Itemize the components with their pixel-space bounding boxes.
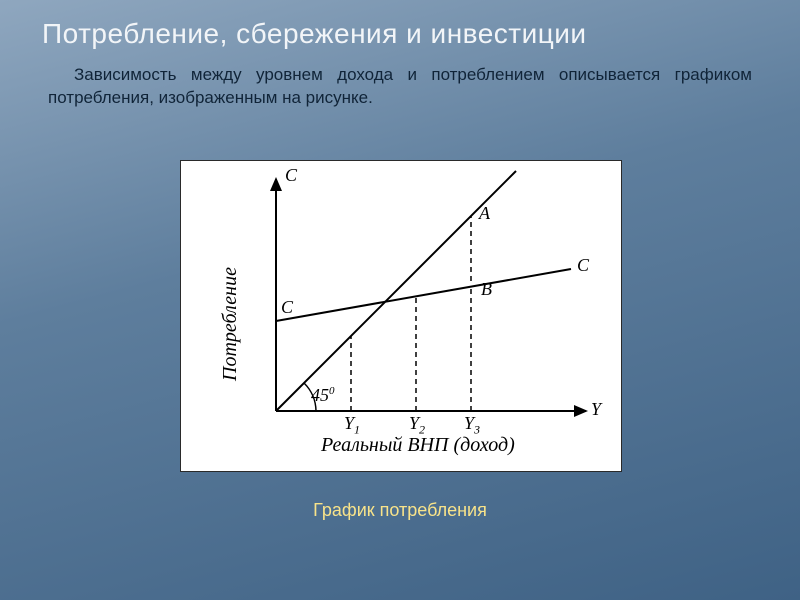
tick-y3: Y3 — [464, 413, 480, 438]
angle-value: 45 — [311, 385, 329, 405]
slide-description: Зависимость между уровнем дохода и потре… — [0, 50, 800, 110]
chart-svg — [181, 161, 621, 471]
consumption-chart: Потребление C Реальный ВНП (доход) Y 450… — [180, 160, 622, 472]
chart-caption: График потребления — [0, 500, 800, 521]
point-c-left: C — [281, 297, 293, 318]
slide-title: Потребление, сбережения и инвестиции — [0, 0, 800, 50]
description-text: Зависимость между уровнем дохода и потре… — [48, 65, 752, 107]
y-axis-title: Потребление — [219, 267, 242, 381]
angle-label: 450 — [311, 385, 335, 406]
consumption-line — [276, 269, 571, 321]
tick-y2: Y2 — [409, 413, 425, 438]
point-c-right: C — [577, 255, 589, 276]
x-right-label: Y — [591, 399, 601, 420]
angle-degree: 0 — [329, 385, 335, 397]
point-b: B — [481, 279, 492, 300]
slide: Потребление, сбережения и инвестиции Зав… — [0, 0, 800, 600]
y-top-label: C — [285, 165, 297, 186]
tick-y1: Y1 — [344, 413, 360, 438]
point-a: A — [479, 203, 490, 224]
